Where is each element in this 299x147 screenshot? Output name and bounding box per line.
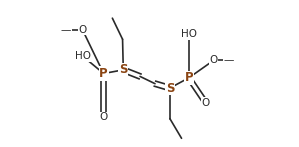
Text: HO: HO xyxy=(181,29,197,39)
Text: S: S xyxy=(166,82,174,95)
Text: HO: HO xyxy=(74,51,91,61)
Text: O: O xyxy=(100,112,108,122)
Text: O: O xyxy=(78,25,87,35)
Text: —: — xyxy=(224,55,234,65)
Text: P: P xyxy=(184,71,193,84)
Text: O: O xyxy=(209,55,218,65)
Text: S: S xyxy=(119,63,128,76)
Text: O: O xyxy=(202,98,210,108)
Text: P: P xyxy=(99,67,108,80)
Text: —: — xyxy=(61,25,71,35)
